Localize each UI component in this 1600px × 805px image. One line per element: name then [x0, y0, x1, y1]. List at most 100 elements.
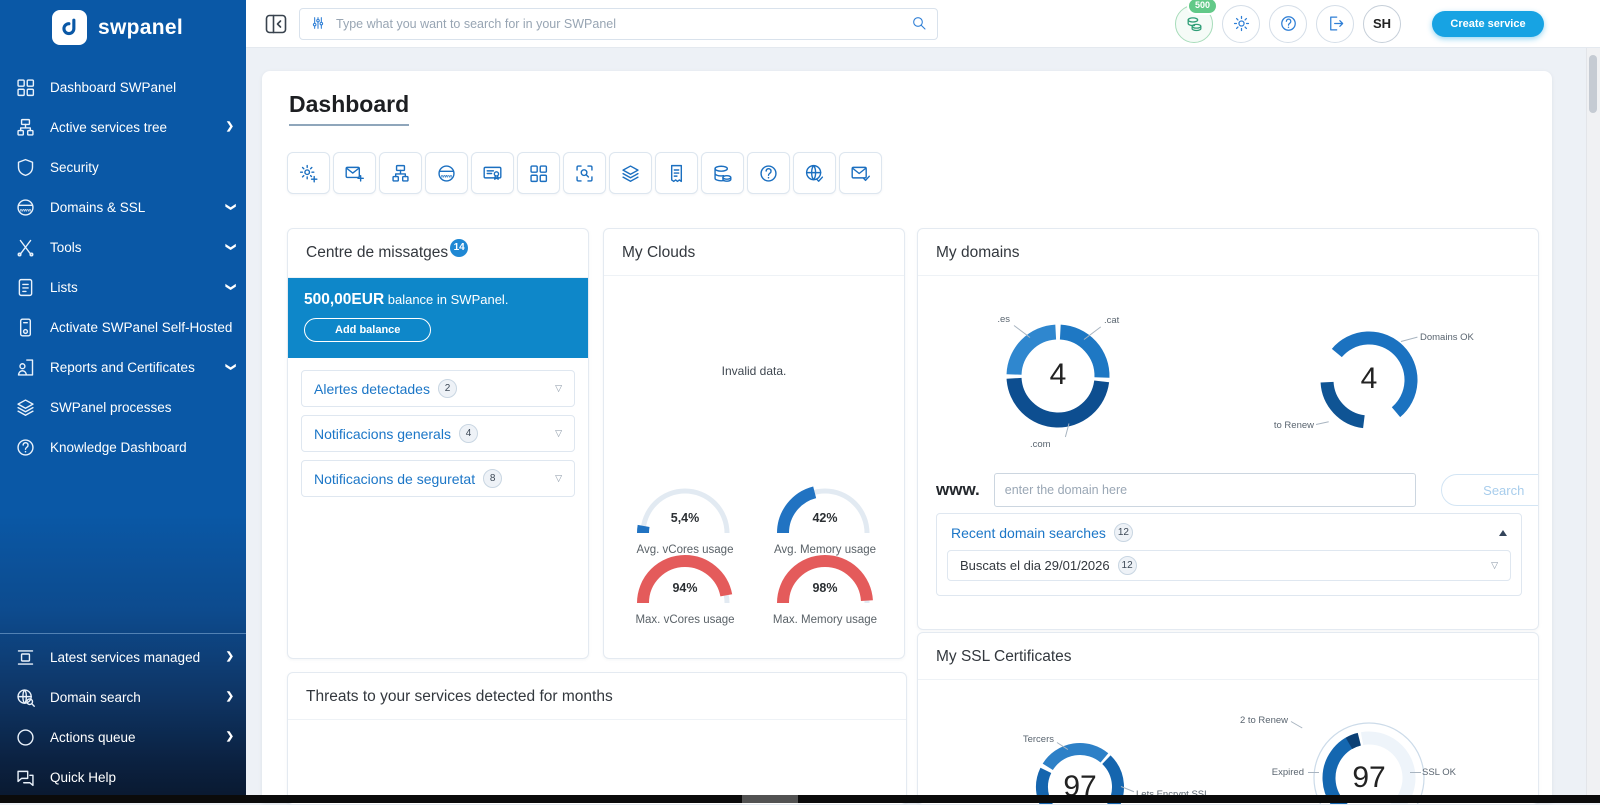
filter-sliders-icon	[310, 15, 326, 33]
settings-button[interactable]	[1222, 4, 1260, 43]
messages-card-title: Centre de missatges 14	[288, 229, 588, 278]
global-search[interactable]	[299, 7, 938, 40]
globe-www-icon: www	[438, 164, 455, 182]
recent-domain-searches: Recent domain searches 12 Buscats el dia…	[936, 513, 1522, 596]
accordion-notificacions-de-seguretat[interactable]: Notificacions de seguretat 8 ▽	[301, 460, 575, 497]
expand-chevron-icon[interactable]: ▽	[555, 428, 562, 438]
expand-chevron-icon[interactable]: ▽	[555, 473, 562, 483]
brand-logo[interactable]: swpanel	[0, 0, 246, 51]
recent-searches-header[interactable]: Recent domain searches 12	[937, 514, 1521, 542]
user-avatar[interactable]: SH	[1363, 4, 1401, 43]
gauge-max-vcores-usage: 94% Max. vCores usage	[620, 551, 750, 626]
globe-search-icon	[17, 688, 35, 707]
sidebar-item-label: Reports and Certificates	[50, 359, 195, 375]
tools-icon	[17, 239, 34, 257]
credits-button[interactable]: 500	[1175, 0, 1219, 43]
gauge-value: 42%	[812, 511, 838, 525]
quick-action-certificate-button[interactable]	[471, 152, 514, 194]
quick-action-grid-button[interactable]	[517, 152, 560, 194]
quick-action-mail-check-button[interactable]	[839, 152, 882, 194]
sidebar-item-activate-swpanel-self-hosted[interactable]: Activate SWPanel Self-Hosted	[0, 307, 246, 347]
accordion-alertes-detectades[interactable]: Alertes detectades 2 ▽	[301, 370, 575, 407]
chevron-down-icon: ❯	[224, 282, 236, 292]
ssl-label-ok: SSL OK	[1422, 767, 1456, 778]
notification-accordions: Alertes detectades 2 ▽ Notificacions genera…	[288, 370, 588, 497]
accordion-notificacions-generals[interactable]: Notificacions generals 4 ▽	[301, 415, 575, 452]
filter-sliders-icon	[312, 17, 324, 30]
sidebar-main-menu: Dashboard SWPanel Active services tree ❯ Se…	[0, 67, 246, 467]
scrollbar-thumb[interactable]	[1589, 55, 1597, 113]
global-search-input[interactable]	[334, 15, 903, 32]
quick-action-scan-search-button[interactable]	[563, 152, 606, 194]
coins-db-icon	[714, 165, 732, 182]
help-button[interactable]	[1269, 4, 1307, 43]
domains-card-title: My domains	[918, 229, 1538, 276]
expand-chevron-icon[interactable]: ▽	[1491, 560, 1498, 570]
chevron-down-icon: ❯	[224, 242, 236, 252]
actions-queue-icon	[17, 728, 34, 746]
sidebar-item-knowledge-dashboard[interactable]: Knowledge Dashboard	[0, 427, 246, 467]
status-label-ok: Domains OK	[1420, 332, 1474, 343]
quick-action-coins-db-button[interactable]	[701, 152, 744, 194]
sidebar-item-label: Lists	[50, 279, 78, 295]
coins-icon	[1185, 14, 1204, 33]
quick-action-globe-www-button[interactable]: www	[425, 152, 468, 194]
gauge-label: Max. vCores usage	[635, 614, 735, 626]
gauge-value: 5,4%	[670, 511, 700, 525]
sidebar-item-quick-help[interactable]: Quick Help	[0, 757, 246, 797]
balance-banner: 500,00EUR balance in SWPanel. Add balanc…	[288, 278, 588, 358]
quick-action-tree-button[interactable]	[379, 152, 422, 194]
question-icon	[760, 164, 777, 182]
domain-search-button[interactable]: Search	[1440, 474, 1538, 506]
search-icon	[913, 17, 926, 30]
sidebar-item-dashboard-swpanel[interactable]: Dashboard SWPanel	[0, 67, 246, 107]
collapse-icon	[265, 14, 287, 33]
sidebar-item-domains-ssl[interactable]: www Domains & SSL ❯	[0, 187, 246, 227]
gauge-value: 94%	[672, 581, 698, 595]
sidebar-item-reports-and-certificates[interactable]: Reports and Certificates ❯	[0, 347, 246, 387]
domain-search-input[interactable]	[993, 473, 1416, 507]
quick-action-gear-plus-button[interactable]	[287, 152, 330, 194]
sidebar-item-latest-services-managed[interactable]: Latest services managed ❯	[0, 637, 246, 677]
add-balance-button[interactable]: Add balance	[304, 318, 432, 342]
recent-item-count: 12	[1117, 556, 1137, 575]
sidebar-item-security[interactable]: Security	[0, 147, 246, 187]
tld-label-com: .com	[1030, 439, 1051, 450]
ssl-provider-donut-chart	[1036, 743, 1124, 804]
gear-plus-icon	[299, 164, 318, 183]
quick-actions-toolbar: www	[287, 152, 882, 194]
quick-action-globe-check-button[interactable]	[793, 152, 836, 194]
expand-chevron-icon[interactable]: ▽	[555, 383, 562, 393]
mail-check-icon	[851, 166, 870, 181]
logout-button[interactable]	[1316, 4, 1354, 43]
quick-action-layers-button[interactable]	[609, 152, 652, 194]
tree-icon	[392, 164, 409, 182]
question-icon	[17, 438, 34, 456]
gear-icon	[1233, 15, 1249, 32]
topbar: 500 SH Create service	[246, 0, 1600, 48]
sidebar-item-tools[interactable]: Tools ❯	[0, 227, 246, 267]
search-icon[interactable]	[911, 15, 927, 33]
collapse-caret-icon[interactable]	[1499, 529, 1507, 536]
quick-help-icon	[17, 770, 34, 786]
sidebar-item-domain-search[interactable]: Domain search ❯	[0, 677, 246, 717]
create-service-button[interactable]: Create service	[1432, 10, 1544, 37]
sidebar-item-active-services-tree[interactable]: Active services tree ❯	[0, 107, 246, 147]
chevron-down-icon: ❯	[224, 202, 236, 212]
accordion-count-badge: 4	[458, 424, 478, 443]
vertical-scrollbar[interactable]	[1586, 48, 1600, 795]
quick-action-mail-plus-button[interactable]	[333, 152, 376, 194]
ssl-label-letsencrypt: Lets Encrypt SSL	[1136, 789, 1209, 800]
quick-action-question-button[interactable]	[747, 152, 790, 194]
quick-action-receipt-button[interactable]	[655, 152, 698, 194]
sidebar-collapse-button[interactable]	[264, 11, 288, 37]
sidebar-item-swpanel-processes[interactable]: SWPanel processes	[0, 387, 246, 427]
sidebar-item-lists[interactable]: Lists ❯	[0, 267, 246, 307]
chevron-right-icon: ❯	[225, 121, 234, 132]
sidebar-item-actions-queue[interactable]: Actions queue ❯	[0, 717, 246, 757]
domains-total: 4	[1049, 358, 1067, 391]
recent-search-item[interactable]: Buscats el dia 29/01/2026 12 ▽	[947, 550, 1511, 581]
gauge-max-memory-usage: 98% Max. Memory usage	[760, 551, 890, 626]
tld-label-cat: .cat	[1104, 315, 1120, 326]
domains-status-donut-chart	[1320, 331, 1418, 429]
